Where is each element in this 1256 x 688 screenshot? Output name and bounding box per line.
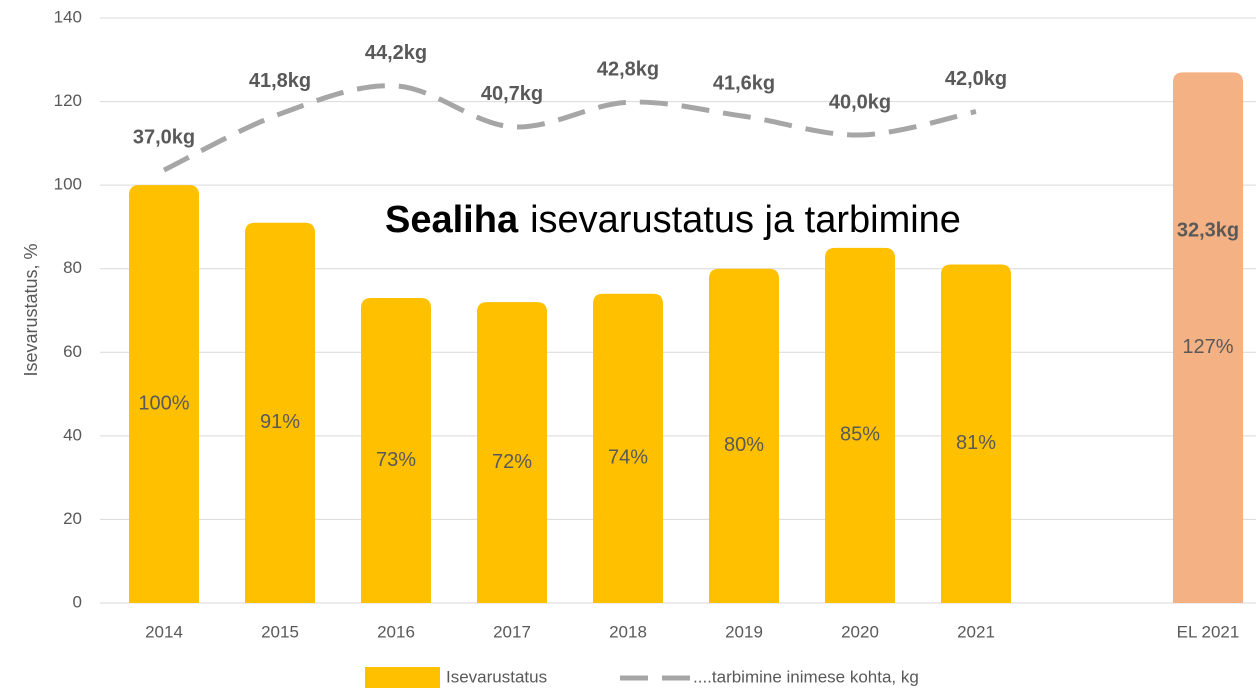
chart-title: Sealiha isevarustatus ja tarbimine	[385, 199, 961, 241]
y-tick-label: 80	[63, 258, 82, 277]
y-tick-label: 100	[54, 175, 82, 194]
data-label: 73%	[376, 449, 416, 471]
x-tick-label: 2019	[725, 622, 763, 641]
data-label: 100%	[138, 392, 189, 414]
bar	[361, 297, 431, 603]
x-tick-label: 2014	[145, 622, 183, 641]
y-tick-label: 40	[63, 425, 82, 444]
x-tick-label: EL 2021	[1177, 622, 1240, 641]
x-tick-label: 2017	[493, 622, 531, 641]
chart-title-bold: Sealiha	[385, 199, 519, 241]
bar	[593, 293, 663, 603]
y-tick-label: 60	[63, 342, 82, 361]
x-tick-label: 2018	[609, 622, 647, 641]
data-label: 91%	[260, 411, 300, 433]
line	[162, 83, 977, 173]
data-label: 81%	[956, 432, 996, 454]
line-label: 44,2kg	[365, 42, 427, 64]
legend-label: ....tarbimine inimese kohta, kg	[693, 667, 919, 686]
x-tick-label: 2021	[957, 622, 995, 641]
bar	[825, 247, 895, 604]
bar	[477, 302, 547, 603]
line-label: 41,8kg	[249, 70, 311, 92]
data-label: 74%	[608, 447, 648, 469]
y-tick-label: 120	[54, 91, 82, 110]
bar	[709, 268, 779, 603]
line-label: 40,0kg	[829, 91, 891, 113]
x-tick-label: 2015	[261, 622, 299, 641]
line-label: 37,0kg	[133, 126, 195, 148]
y-tick-label: 0	[73, 592, 82, 611]
x-tick-label: 2020	[841, 622, 879, 641]
data-label: 85%	[840, 424, 880, 446]
chart-title-rest: isevarustatus ja tarbimine	[530, 199, 961, 241]
bar	[129, 185, 199, 603]
data-label: 127%	[1182, 336, 1233, 358]
x-tick-label: 2016	[377, 622, 415, 641]
data-label: 80%	[724, 434, 764, 456]
bar	[245, 222, 315, 603]
line-label: 41,6kg	[713, 73, 775, 95]
el-consumption-label: 32,3kg	[1177, 219, 1239, 241]
legend-label: Isevarustatus	[446, 667, 547, 686]
bar	[1173, 72, 1243, 604]
line-label: 42,0kg	[945, 68, 1007, 90]
bar	[941, 264, 1011, 603]
legend-swatch	[365, 667, 440, 688]
data-label: 72%	[492, 451, 532, 473]
line-label: 40,7kg	[481, 83, 543, 105]
y-tick-label: 20	[63, 509, 82, 528]
line-label: 42,8kg	[597, 59, 659, 81]
y-axis-label: Isevarustatus, %	[21, 243, 41, 376]
y-tick-label: 140	[54, 7, 82, 26]
